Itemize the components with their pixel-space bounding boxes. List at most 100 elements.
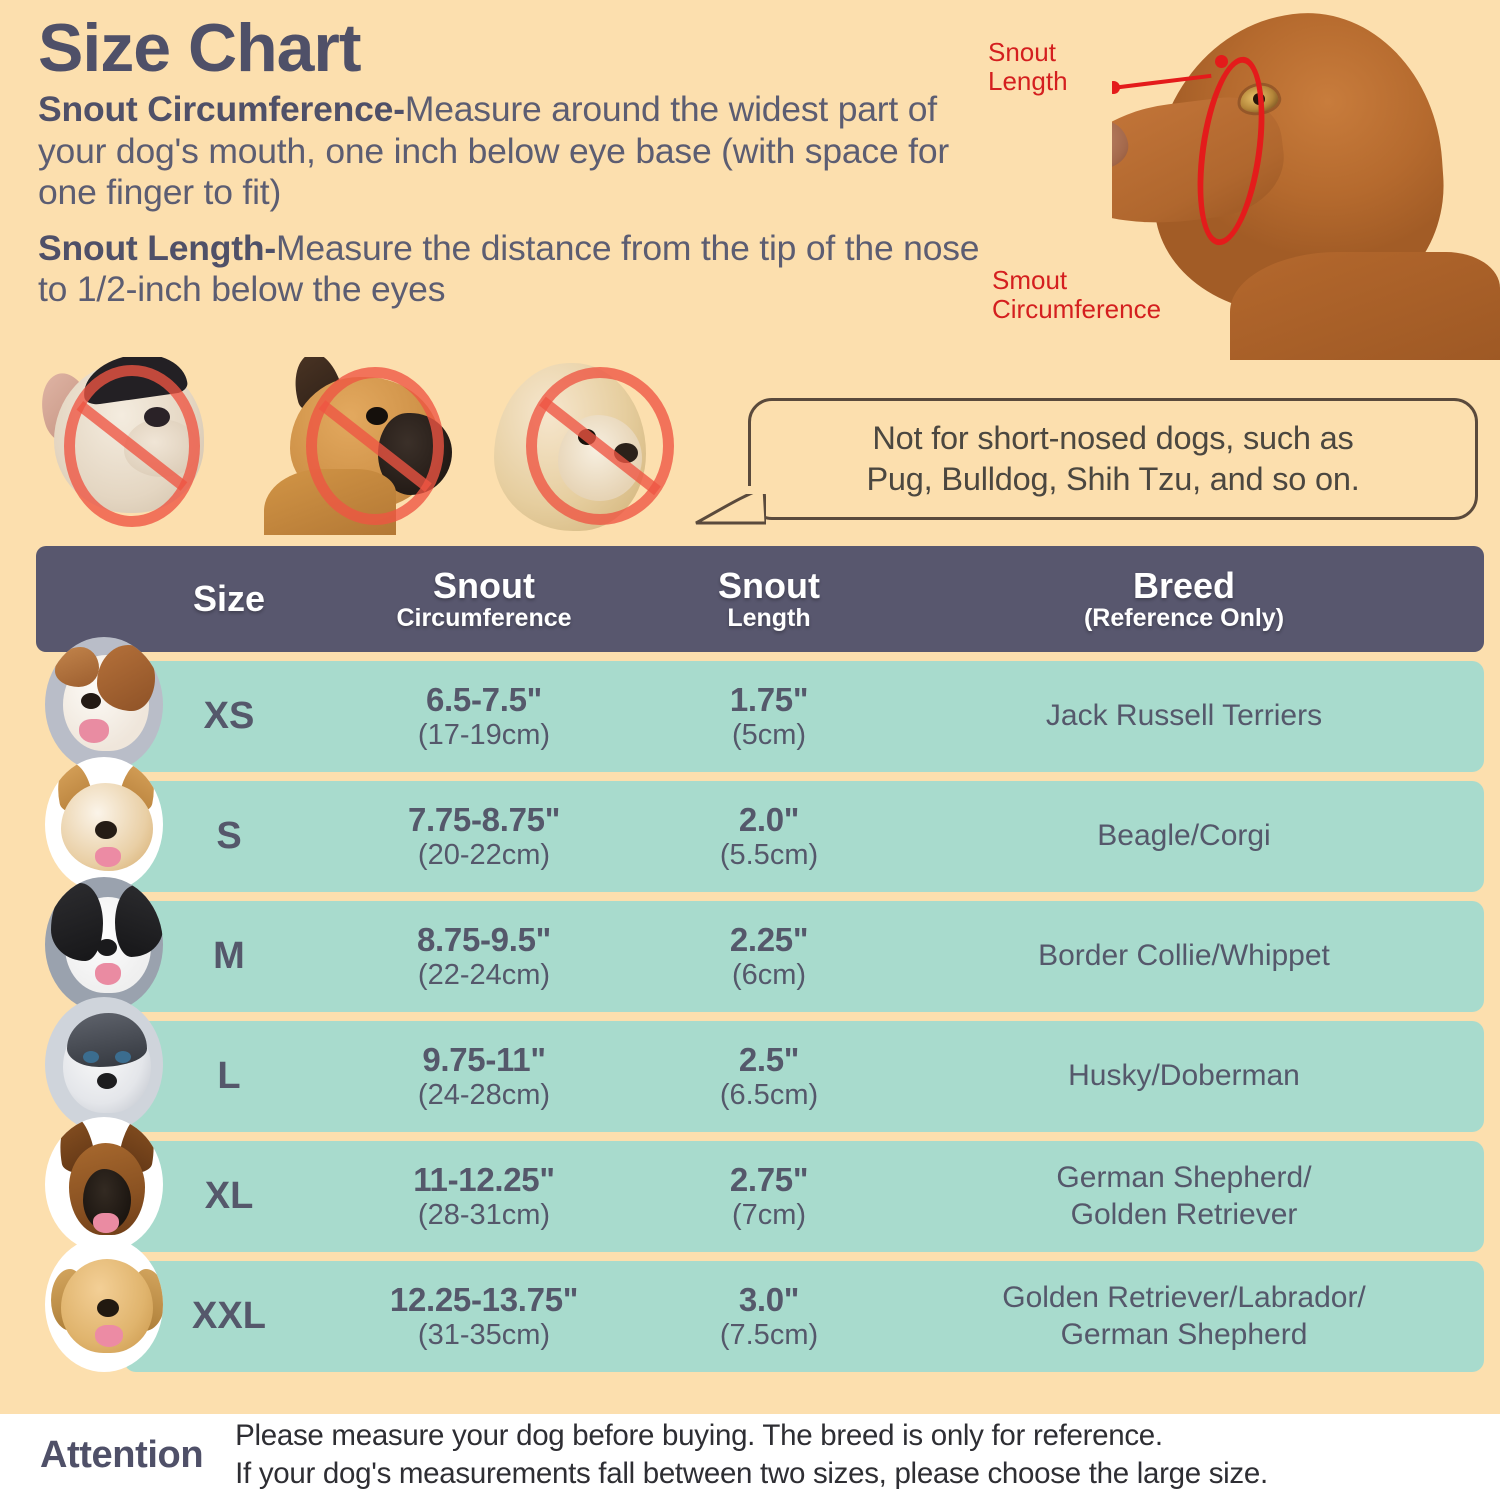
row-size: M	[213, 934, 245, 977]
avatar	[36, 997, 163, 1144]
snout-length-start-dot-icon	[1112, 81, 1120, 94]
table-row-background	[124, 1261, 1484, 1372]
snout-circumference-annotation-line2: Circumference	[992, 294, 1162, 325]
dog-neck	[1230, 252, 1500, 360]
row-circ-cm: (24-28cm)	[417, 1078, 551, 1111]
row-circ-inches: 9.75-11"	[422, 1041, 546, 1079]
table-row-background	[124, 781, 1484, 892]
row-circ-inches: 11-12.25"	[413, 1161, 555, 1199]
husky-avatar	[45, 997, 163, 1132]
snout-circumference-annotation-line1: Smout	[992, 265, 1068, 295]
table-row[interactable]: XL 11-12.25" (28-31cm) 2.75" (7cm) Germa…	[36, 1117, 1484, 1252]
table-row[interactable]: S 7.75-8.75" (20-22cm) 2.0" (5.5cm) Beag…	[36, 757, 1484, 892]
unsuitable-frenchbulldog-photo	[254, 357, 466, 535]
row-len-inches: 2.75"	[729, 1161, 809, 1199]
row-len-cm: (5cm)	[731, 718, 807, 751]
prohibition-icon	[526, 367, 674, 525]
table-header-len-line2: Length	[727, 603, 811, 632]
border-collie-avatar	[45, 877, 163, 1012]
row-breed: Husky/Doberman	[1068, 1059, 1300, 1093]
table-row[interactable]: XXL 12.25-13.75" (31-35cm) 3.0" (7.5cm) …	[36, 1237, 1484, 1372]
avatar	[36, 877, 163, 1024]
row-breed-line2: German Shepherd	[1060, 1317, 1308, 1351]
row-len-cm: (6.5cm)	[719, 1078, 819, 1111]
row-breed-line2: Golden Retriever	[1070, 1197, 1298, 1231]
row-len-cm: (5.5cm)	[719, 838, 819, 871]
attention-line-2: If your dog's measurements fall between …	[235, 1457, 1268, 1490]
unsuitable-pomeranian-photo	[474, 357, 686, 535]
golden-retriever-avatar	[45, 1237, 163, 1372]
avatar	[36, 1237, 163, 1384]
attention-footer: Attention Please measure your dog before…	[0, 1414, 1500, 1496]
row-size: L	[217, 1054, 241, 1097]
snout-length-description: Snout Length-Measure the distance from t…	[38, 228, 988, 311]
row-size: S	[216, 814, 242, 857]
row-breed-line1: Golden Retriever/Labrador/	[1002, 1280, 1366, 1314]
row-snout-length: 2.25" (6cm)	[654, 922, 884, 991]
row-snout-length: 2.5" (6.5cm)	[654, 1042, 884, 1111]
snout-circumference-term: Snout Circumference-	[38, 89, 405, 130]
attention-label: Attention	[40, 1433, 204, 1476]
row-len-cm: (7cm)	[731, 1198, 807, 1231]
row-len-inches: 1.75"	[729, 681, 809, 719]
table-row[interactable]: XS 6.5-7.5" (17-19cm) 1.75" (5cm) Jack R…	[36, 637, 1484, 772]
prohibition-icon	[306, 367, 444, 525]
row-breed-line1: German Shepherd/	[1056, 1160, 1312, 1194]
table-header-breed: Breed (Reference Only)	[884, 567, 1484, 631]
row-circ-cm: (28-31cm)	[417, 1198, 551, 1231]
warning-line-1: Not for short-nosed dogs, such as	[872, 420, 1354, 457]
snout-length-annotation-label: Snout Length	[988, 37, 1118, 97]
size-table: Size Snout Circumference Snout Length Br…	[36, 546, 1484, 1372]
snout-circumference-body: Measure around the widest part of your d…	[38, 89, 950, 213]
row-len-inches: 3.0"	[738, 1281, 800, 1319]
table-row[interactable]: M 8.75-9.5" (22-24cm) 2.25" (6cm) Border…	[36, 877, 1484, 1012]
table-header-size-label: Size	[192, 578, 266, 620]
snout-length-annotation-line2: Length	[988, 66, 1068, 97]
snout-length-term: Snout Length-	[38, 227, 276, 268]
row-snout-circumference: 12.25-13.75" (31-35cm)	[314, 1282, 654, 1351]
table-header-breed-line1: Breed	[1132, 564, 1236, 606]
avatar	[36, 1117, 163, 1264]
table-row[interactable]: L 9.75-11" (24-28cm) 2.5" (6.5cm) Husky/…	[36, 997, 1484, 1132]
table-row-background	[124, 1021, 1484, 1132]
snout-circumference-description: Snout Circumference-Measure around the w…	[38, 89, 988, 214]
table-header-breed-line2: (Reference Only)	[1083, 603, 1285, 632]
table-header-len-line1: Snout	[718, 564, 820, 606]
unsuitable-breeds-photos	[36, 357, 716, 535]
row-len-inches: 2.5"	[738, 1041, 800, 1079]
row-snout-circumference: 8.75-9.5" (22-24cm)	[314, 922, 654, 991]
dog-head-photo	[1112, 0, 1500, 360]
table-row-background	[124, 661, 1484, 772]
row-circ-inches: 8.75-9.5"	[416, 921, 552, 959]
snout-length-end-dot-icon	[1215, 55, 1228, 68]
snout-circumference-annotation-label: Smout Circumference	[992, 265, 1172, 325]
row-breed: Jack Russell Terriers	[1045, 699, 1323, 733]
row-snout-circumference: 6.5-7.5" (17-19cm)	[314, 682, 654, 751]
row-circ-cm: (31-35cm)	[417, 1318, 551, 1351]
page-title: Size Chart	[38, 10, 362, 86]
row-breed: Beagle/Corgi	[1097, 819, 1271, 853]
row-size: XS	[203, 694, 255, 737]
avatar	[36, 757, 163, 904]
table-header-snout-length: Snout Length	[654, 567, 884, 631]
row-snout-length: 3.0" (7.5cm)	[654, 1282, 884, 1351]
corgi-avatar	[45, 757, 163, 892]
row-circ-inches: 7.75-8.75"	[407, 801, 561, 839]
table-row-background	[124, 1141, 1484, 1252]
row-circ-cm: (22-24cm)	[417, 958, 551, 991]
row-size: XL	[204, 1174, 254, 1217]
row-snout-length: 1.75" (5cm)	[654, 682, 884, 751]
row-snout-length: 2.0" (5.5cm)	[654, 802, 884, 871]
row-breed: German Shepherd/ Golden Retriever	[884, 1160, 1484, 1233]
header-block: Size Chart Snout Circumference-Measure a…	[38, 10, 988, 311]
warning-line-2: Pug, Bulldog, Shih Tzu, and so on.	[866, 461, 1360, 497]
row-circ-cm: (20-22cm)	[417, 838, 551, 871]
prohibition-icon	[64, 365, 200, 527]
table-row-background	[124, 901, 1484, 1012]
snout-length-annotation-line1: Snout	[988, 37, 1056, 67]
jack-russell-terrier-avatar	[45, 637, 163, 772]
row-snout-circumference: 11-12.25" (28-31cm)	[314, 1162, 654, 1231]
table-header-size: Size	[144, 580, 314, 618]
table-header-snout-circumference: Snout Circumference	[314, 567, 654, 631]
